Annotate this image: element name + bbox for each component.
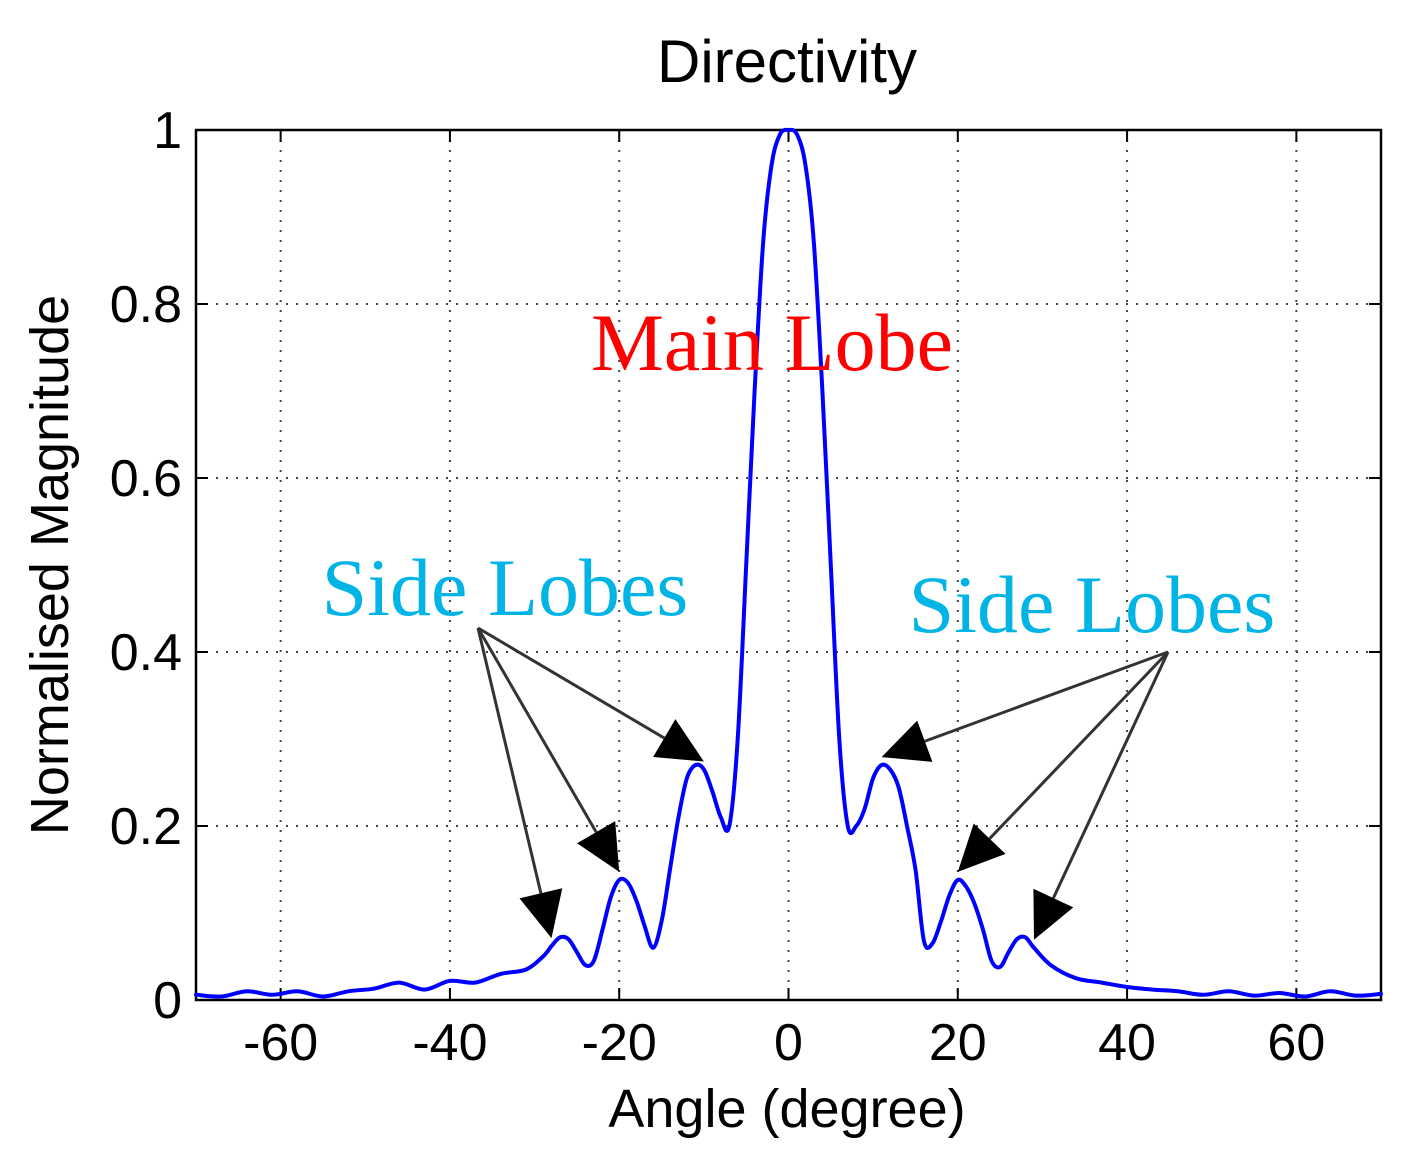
arrow-head [653,719,704,762]
arrow-head [1033,888,1074,940]
arrow-head [957,823,1006,872]
main-lobe-label: Main Lobe [591,297,953,388]
arrow-shaft [1052,651,1170,899]
chart-title: Directivity [657,28,917,95]
y-tick-label: 0 [153,972,182,1030]
arrow-head [577,821,620,872]
y-tick-label: 0.2 [110,798,182,856]
y-tick-label: 0.8 [110,276,182,334]
x-tick-label: 20 [929,1014,987,1072]
ticks: -60 -40 -20 0 20 40 60 0 0.2 0.4 0.6 0.8 1 [110,102,1381,1072]
x-tick-label: 40 [1098,1014,1156,1072]
x-tick-label: 60 [1267,1014,1325,1072]
y-axis-title: Normalised Magnitude [20,295,80,835]
series-line [194,127,1383,999]
y-tick-label: 0.6 [110,450,182,508]
annotations: Main Lobe Side Lobes Side Lobes [322,297,1276,940]
arrow-shaft [476,627,543,894]
arrow-shaft [476,627,598,833]
y-tick-label: 1 [153,102,182,160]
series [194,127,1383,999]
side-lobes-label-right: Side Lobes [909,559,1276,650]
x-axis-title: Angle (degree) [608,1079,965,1139]
arrow-shaft [988,650,1170,840]
arrow-head [519,888,563,939]
arrow-shaft [477,626,666,740]
arrow-shaft [924,650,1169,743]
arrow-head [881,720,933,762]
y-tick-label: 0.4 [110,624,182,682]
x-tick-label: -20 [582,1014,657,1072]
x-tick-label: -60 [243,1014,318,1072]
side-lobes-label-left: Side Lobes [322,542,689,633]
x-tick-label: -40 [412,1014,487,1072]
x-tick-label: 0 [774,1014,803,1072]
